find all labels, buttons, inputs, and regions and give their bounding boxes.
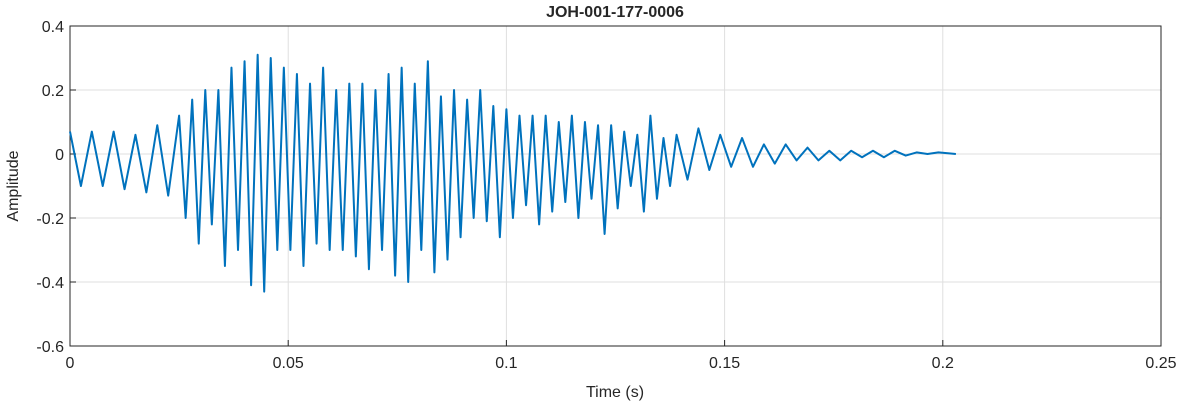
y-tick-label: -0.6 [36, 339, 64, 356]
chart-title: JOH-001-177-0006 [546, 4, 684, 21]
x-axis-label: Time (s) [586, 384, 644, 401]
y-tick-label: 0.4 [42, 19, 64, 36]
y-tick-label: -0.2 [36, 211, 64, 228]
y-tick-label: 0 [55, 147, 64, 164]
x-tick-label: 0.1 [495, 355, 517, 372]
x-tick-label: 0.2 [932, 355, 954, 372]
waveform-line [69, 53, 956, 293]
x-tick-label: 0.25 [1145, 355, 1176, 372]
y-axis-label: Amplitude [5, 150, 22, 221]
x-tick-label: 0.15 [709, 355, 740, 372]
y-tick-label: -0.4 [36, 275, 64, 292]
x-tick-label: 0.05 [273, 355, 304, 372]
x-tick-label: 0 [66, 355, 75, 372]
y-tick-label: 0.2 [42, 83, 64, 100]
axes-box [69, 25, 1162, 347]
